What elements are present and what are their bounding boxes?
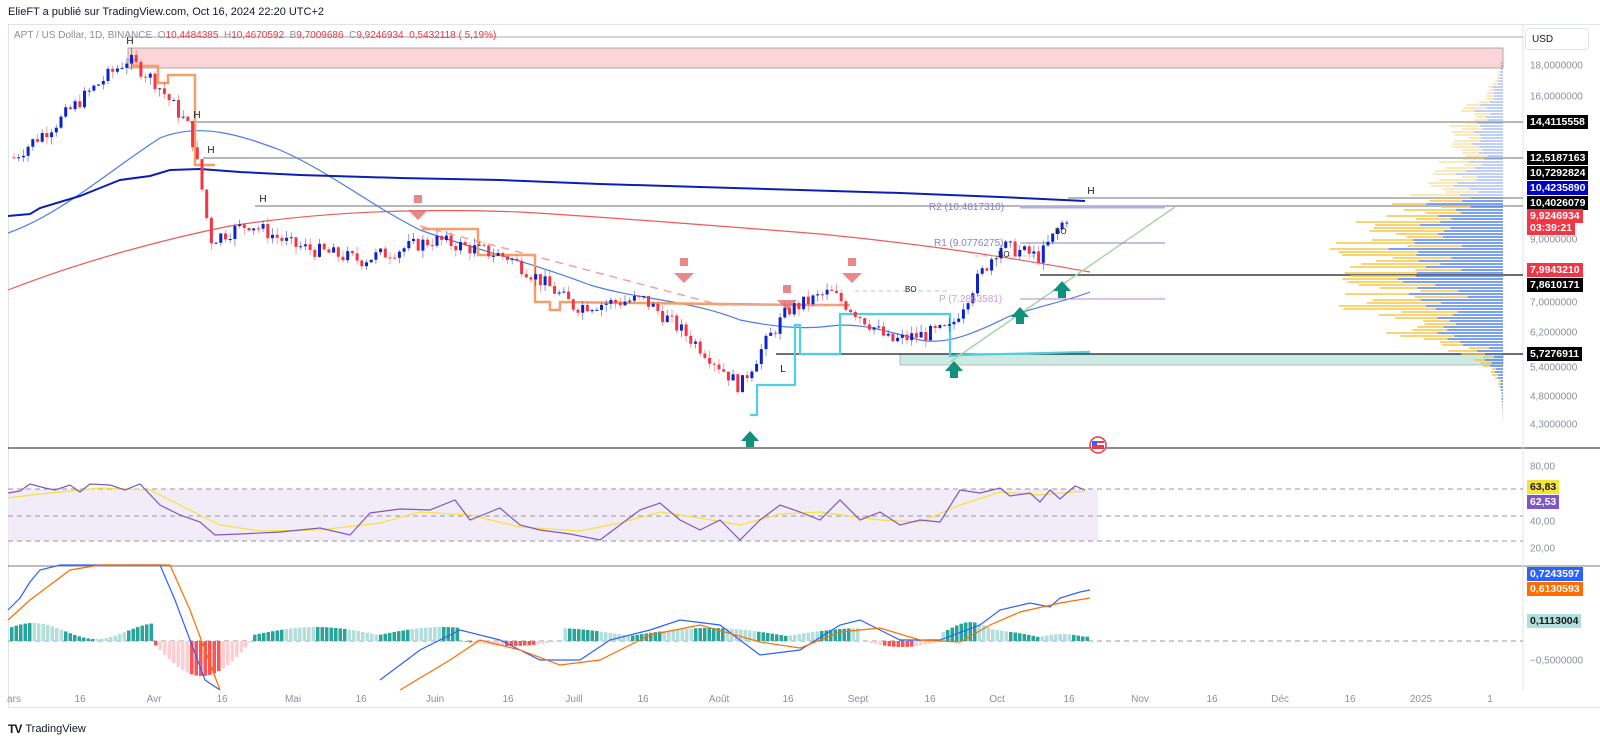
buy-signal-arrows <box>741 281 1071 447</box>
time-axis-label: 16 <box>637 694 649 705</box>
time-axis-label: 16 <box>355 694 367 705</box>
axis-tick-label: 4,3000000 <box>1530 419 1578 431</box>
tradingview-brand[interactable]: TV TradingView <box>8 722 86 736</box>
axis-price-tag: 10,7292824 <box>1527 166 1589 180</box>
rsi-ma-line <box>7 487 1086 532</box>
symbol-legend: APT / US Dollar, 1D, BINANCE O10,4484385… <box>14 30 497 41</box>
candlestick-series <box>12 48 1069 395</box>
rsi-line <box>7 483 1086 541</box>
open-value: 10,4484385 <box>165 30 219 41</box>
pivot-r1-label: R1 (9.0776275) <box>934 238 1004 249</box>
us-flag-event-icon <box>1089 436 1107 454</box>
close-value: 9,9246934 <box>356 30 404 41</box>
axis-price-tag: 10,4026079 <box>1527 196 1589 210</box>
time-axis-label: Août <box>708 694 730 705</box>
time-axis-label: Nov <box>1131 694 1149 705</box>
axis-price-tag: 0,7243597 <box>1527 567 1583 581</box>
change-value: 0,5432118 ( 5,19%) <box>409 30 497 41</box>
macd-histogram <box>10 622 1089 676</box>
time-axis-label: 2025 <box>1409 694 1433 705</box>
time-axis-label: Mai <box>284 694 302 705</box>
axis-price-tag: 0,6130593 <box>1527 582 1583 596</box>
swing-low-marker: L <box>780 364 786 375</box>
ema-fast-line <box>7 130 1091 342</box>
time-axis-label: Oct <box>989 694 1005 705</box>
svg-text:H: H <box>207 145 214 156</box>
time-axis-label: 16 <box>216 694 228 705</box>
time-axis[interactable]: ars 16 Avr 16 Mai 16 Juin 16 Juill 16 Août 16 Sept 16… <box>0 694 1520 708</box>
symbol-name[interactable]: APT / US Dollar, 1D, BINANCE <box>14 30 153 41</box>
time-axis-label: Juin <box>425 694 445 705</box>
trailing-stop-line <box>128 58 850 312</box>
downtrend-line <box>419 225 850 306</box>
axis-price-tag: 7,9943210 <box>1527 263 1583 277</box>
time-axis-label: ars <box>7 694 21 705</box>
time-axis-label: 16 <box>1206 694 1218 705</box>
time-axis-label: 16 <box>924 694 936 705</box>
high-value: 10,4670592 <box>231 30 285 41</box>
swing-high-marker: H <box>126 36 133 47</box>
publisher-line: ElieFT a publié sur TradingView.com, Oct… <box>8 6 325 18</box>
tradingview-logo-icon: TV <box>8 722 22 736</box>
low-value: 9,7009686 <box>296 30 344 41</box>
axis-price-tag: 03:39:21 <box>1527 221 1576 235</box>
axis-price-tag: 12,5187163 <box>1527 151 1589 165</box>
axis-price-tag: 9,9246934 <box>1527 209 1583 223</box>
ema-slow-line <box>7 209 1091 291</box>
pivot-p-label: P (7.2863581) <box>939 294 1002 305</box>
axis-tick-label: 6,2000000 <box>1530 327 1578 339</box>
axis-price-tag: 0,1113004 <box>1527 614 1582 628</box>
axis-tick-label: 80,00 <box>1530 461 1556 473</box>
axis-tick-label: −0,5000000 <box>1530 655 1584 667</box>
vwap-line <box>7 167 1086 217</box>
time-axis-label: 16 <box>1063 694 1075 705</box>
axis-price-tag: 63,83 <box>1527 480 1560 494</box>
pivot-r2-label: R2 (10.4817310) <box>929 202 1004 213</box>
chart-frame <box>8 24 1600 708</box>
support-zone <box>899 353 1504 366</box>
axis-tick-label: 20,00 <box>1530 543 1556 555</box>
axis-tick-label: 4,8000000 <box>1530 391 1578 403</box>
cyan-stop-line <box>750 312 1091 417</box>
time-axis-label: 16 <box>1344 694 1356 705</box>
time-axis-label: Juill <box>565 694 583 705</box>
time-axis-label: 16 <box>502 694 514 705</box>
signal-line <box>7 564 1091 691</box>
bo-label: BO <box>905 285 917 294</box>
macd-line <box>7 564 1091 691</box>
svg-text:BO: BO <box>998 250 1010 259</box>
svg-text:H: H <box>259 194 266 205</box>
sell-signal-arrows <box>408 195 862 310</box>
axis-tick-label: 5,4000000 <box>1530 362 1578 374</box>
svg-text:BO: BO <box>1055 227 1067 236</box>
axis-tick-label: 7,0000000 <box>1530 297 1578 309</box>
axis-price-tag: 62,53 <box>1527 495 1560 509</box>
axis-tick-label: 18,0000000 <box>1530 60 1583 72</box>
axis-tick-label: 16,0000000 <box>1530 91 1583 103</box>
svg-text:H: H <box>193 110 200 121</box>
rsi-band <box>8 489 1098 541</box>
axis-price-tag: 10,4235890 <box>1527 181 1589 195</box>
horizontal-levels <box>190 121 1523 207</box>
axis-tick-label: 40,00 <box>1530 516 1556 528</box>
time-axis-label: 16 <box>74 694 86 705</box>
svg-text:H: H <box>1087 186 1094 197</box>
resistance-zone <box>127 47 1504 69</box>
time-axis-label: 16 <box>782 694 794 705</box>
volume-profile <box>1329 62 1503 421</box>
time-axis-label: 1 <box>1487 694 1493 705</box>
axis-price-tag: 14,4115558 <box>1527 115 1588 129</box>
currency-selector[interactable]: USD <box>1525 28 1589 50</box>
time-axis-label: Sept <box>847 694 869 705</box>
time-axis-label: Déc <box>1271 694 1289 705</box>
time-axis-label: Avr <box>146 694 162 705</box>
axis-price-tag: 7,8610171 <box>1527 278 1583 292</box>
axis-price-tag: 5,7276911 <box>1527 347 1583 361</box>
axis-tick-label: 9,0000000 <box>1530 234 1578 246</box>
